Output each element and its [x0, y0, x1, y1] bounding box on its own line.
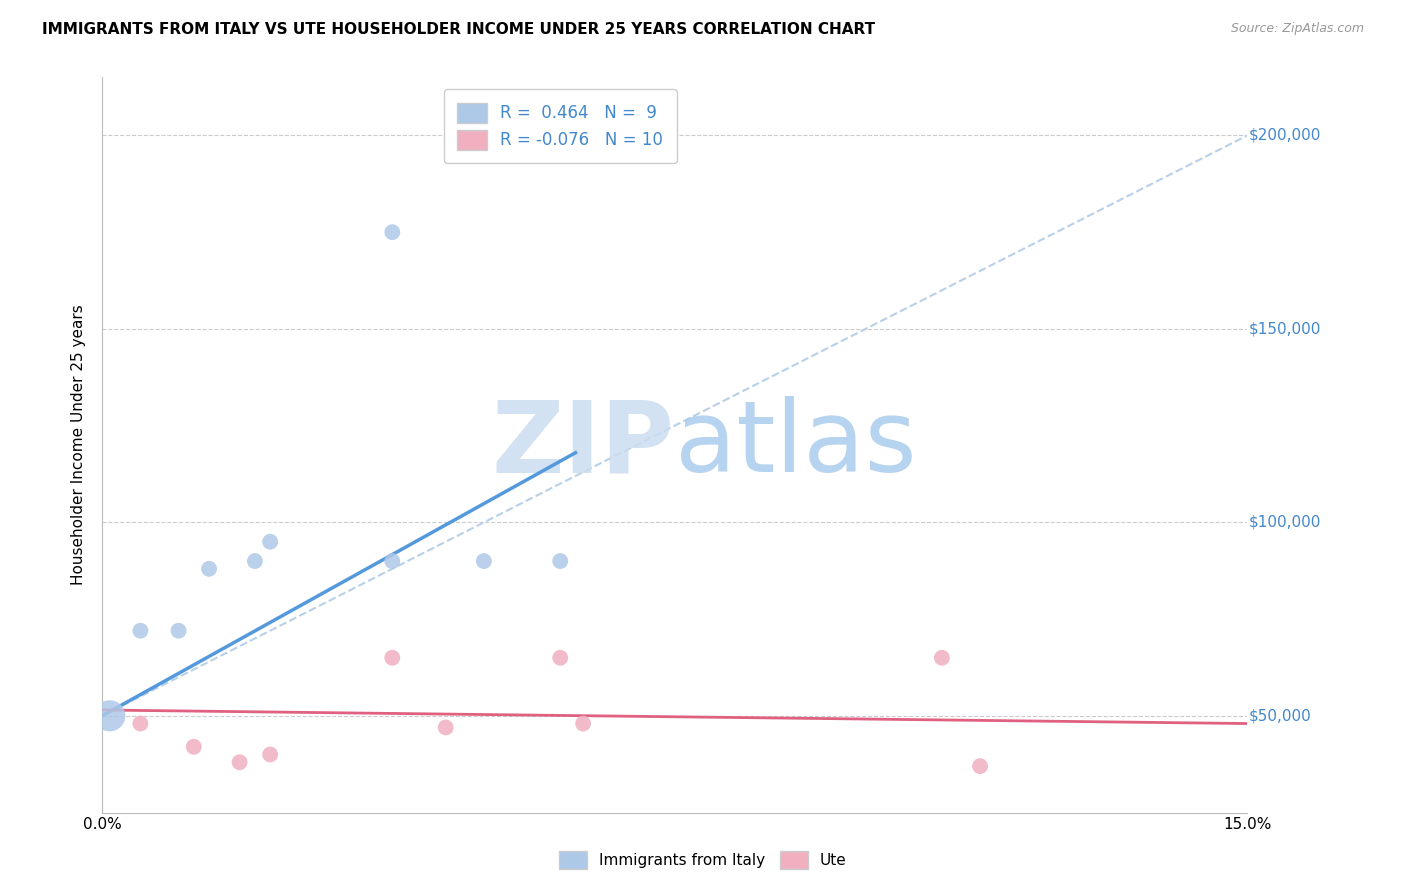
- Point: [243, 554, 266, 568]
- Text: $150,000: $150,000: [1249, 321, 1320, 336]
- Point: [98, 708, 121, 723]
- Point: [167, 624, 190, 638]
- Point: [198, 562, 221, 576]
- Point: [259, 534, 281, 549]
- Point: [969, 759, 991, 773]
- Point: [434, 720, 457, 734]
- Point: [381, 650, 404, 665]
- Point: [183, 739, 205, 754]
- Point: [548, 650, 571, 665]
- Point: [228, 756, 250, 770]
- Text: $200,000: $200,000: [1249, 128, 1320, 143]
- Text: $50,000: $50,000: [1249, 708, 1312, 723]
- Text: ZIP: ZIP: [492, 396, 675, 493]
- Point: [572, 716, 595, 731]
- Text: atlas: atlas: [675, 396, 917, 493]
- Text: Source: ZipAtlas.com: Source: ZipAtlas.com: [1230, 22, 1364, 36]
- Text: IMMIGRANTS FROM ITALY VS UTE HOUSEHOLDER INCOME UNDER 25 YEARS CORRELATION CHART: IMMIGRANTS FROM ITALY VS UTE HOUSEHOLDER…: [42, 22, 876, 37]
- Point: [931, 650, 953, 665]
- Text: $100,000: $100,000: [1249, 515, 1320, 530]
- Point: [472, 554, 495, 568]
- Point: [129, 624, 152, 638]
- Legend: Immigrants from Italy, Ute: Immigrants from Italy, Ute: [548, 840, 858, 880]
- Point: [259, 747, 281, 762]
- Point: [381, 554, 404, 568]
- Point: [548, 554, 571, 568]
- Legend: R =  0.464   N =  9, R = -0.076   N = 10: R = 0.464 N = 9, R = -0.076 N = 10: [444, 89, 676, 163]
- Y-axis label: Householder Income Under 25 years: Householder Income Under 25 years: [72, 304, 86, 585]
- Point: [129, 716, 152, 731]
- Point: [381, 225, 404, 239]
